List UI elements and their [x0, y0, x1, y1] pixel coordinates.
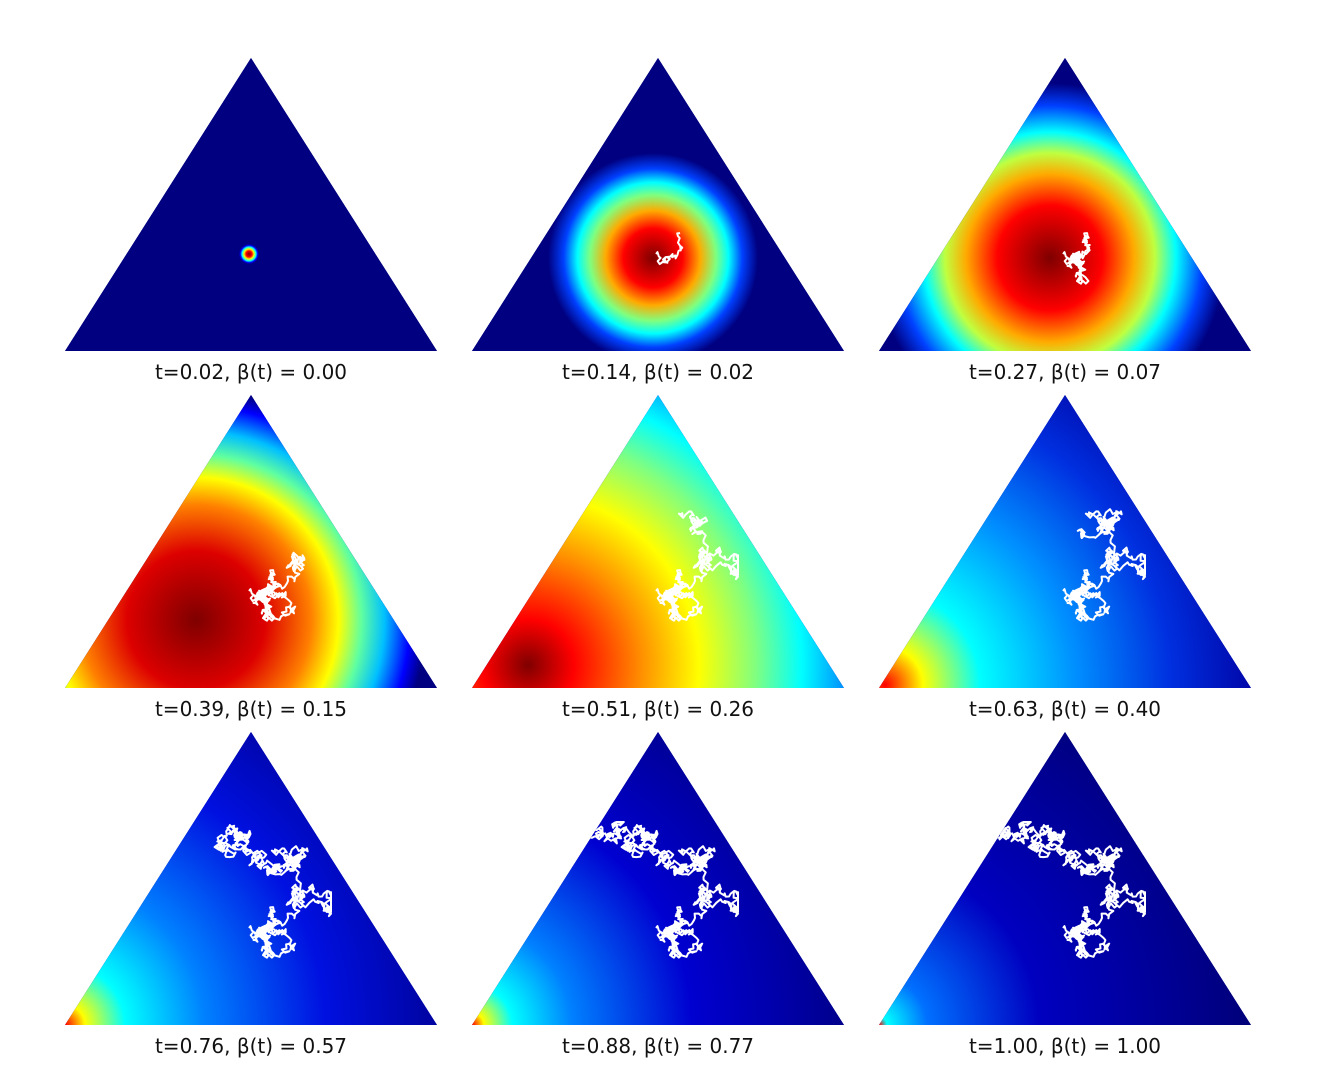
- panel-caption: t=1.00, β(t) = 1.00: [969, 1034, 1161, 1058]
- panel-caption: t=0.02, β(t) = 0.00: [155, 360, 347, 384]
- panel: [472, 395, 844, 688]
- panel: [879, 58, 1251, 351]
- trajectory: [965, 821, 1146, 959]
- density-heatmap: [472, 58, 844, 351]
- density-heatmap: [65, 732, 437, 1025]
- panel: [65, 58, 437, 351]
- density-heatmap: [879, 58, 1251, 351]
- density-heatmap: [879, 732, 1251, 1025]
- panel-caption: t=0.14, β(t) = 0.02: [562, 360, 754, 384]
- trajectory: [213, 824, 332, 959]
- panel-caption: t=0.63, β(t) = 0.40: [969, 697, 1161, 721]
- panel: [65, 395, 437, 688]
- trajectory: [1062, 508, 1146, 622]
- density-heatmap: [472, 395, 844, 688]
- trajectory: [585, 821, 739, 959]
- trajectory: [248, 551, 306, 622]
- trajectory: [655, 510, 739, 622]
- trajectory: [655, 232, 684, 266]
- trajectory: [1062, 232, 1091, 285]
- panel: [472, 58, 844, 351]
- density-heatmap: [472, 732, 844, 1025]
- panel: [879, 732, 1251, 1025]
- panel-caption: t=0.51, β(t) = 0.26: [562, 697, 754, 721]
- panel-caption: t=0.39, β(t) = 0.15: [155, 697, 347, 721]
- density-heatmap: [65, 395, 437, 688]
- density-heatmap: [65, 58, 437, 351]
- panel: [65, 732, 437, 1025]
- panel-caption: t=0.27, β(t) = 0.07: [969, 360, 1161, 384]
- panel-caption: t=0.88, β(t) = 0.77: [562, 1034, 754, 1058]
- panel: [879, 395, 1251, 688]
- density-heatmap: [879, 395, 1251, 688]
- panel: [472, 732, 844, 1025]
- panel-caption: t=0.76, β(t) = 0.57: [155, 1034, 347, 1058]
